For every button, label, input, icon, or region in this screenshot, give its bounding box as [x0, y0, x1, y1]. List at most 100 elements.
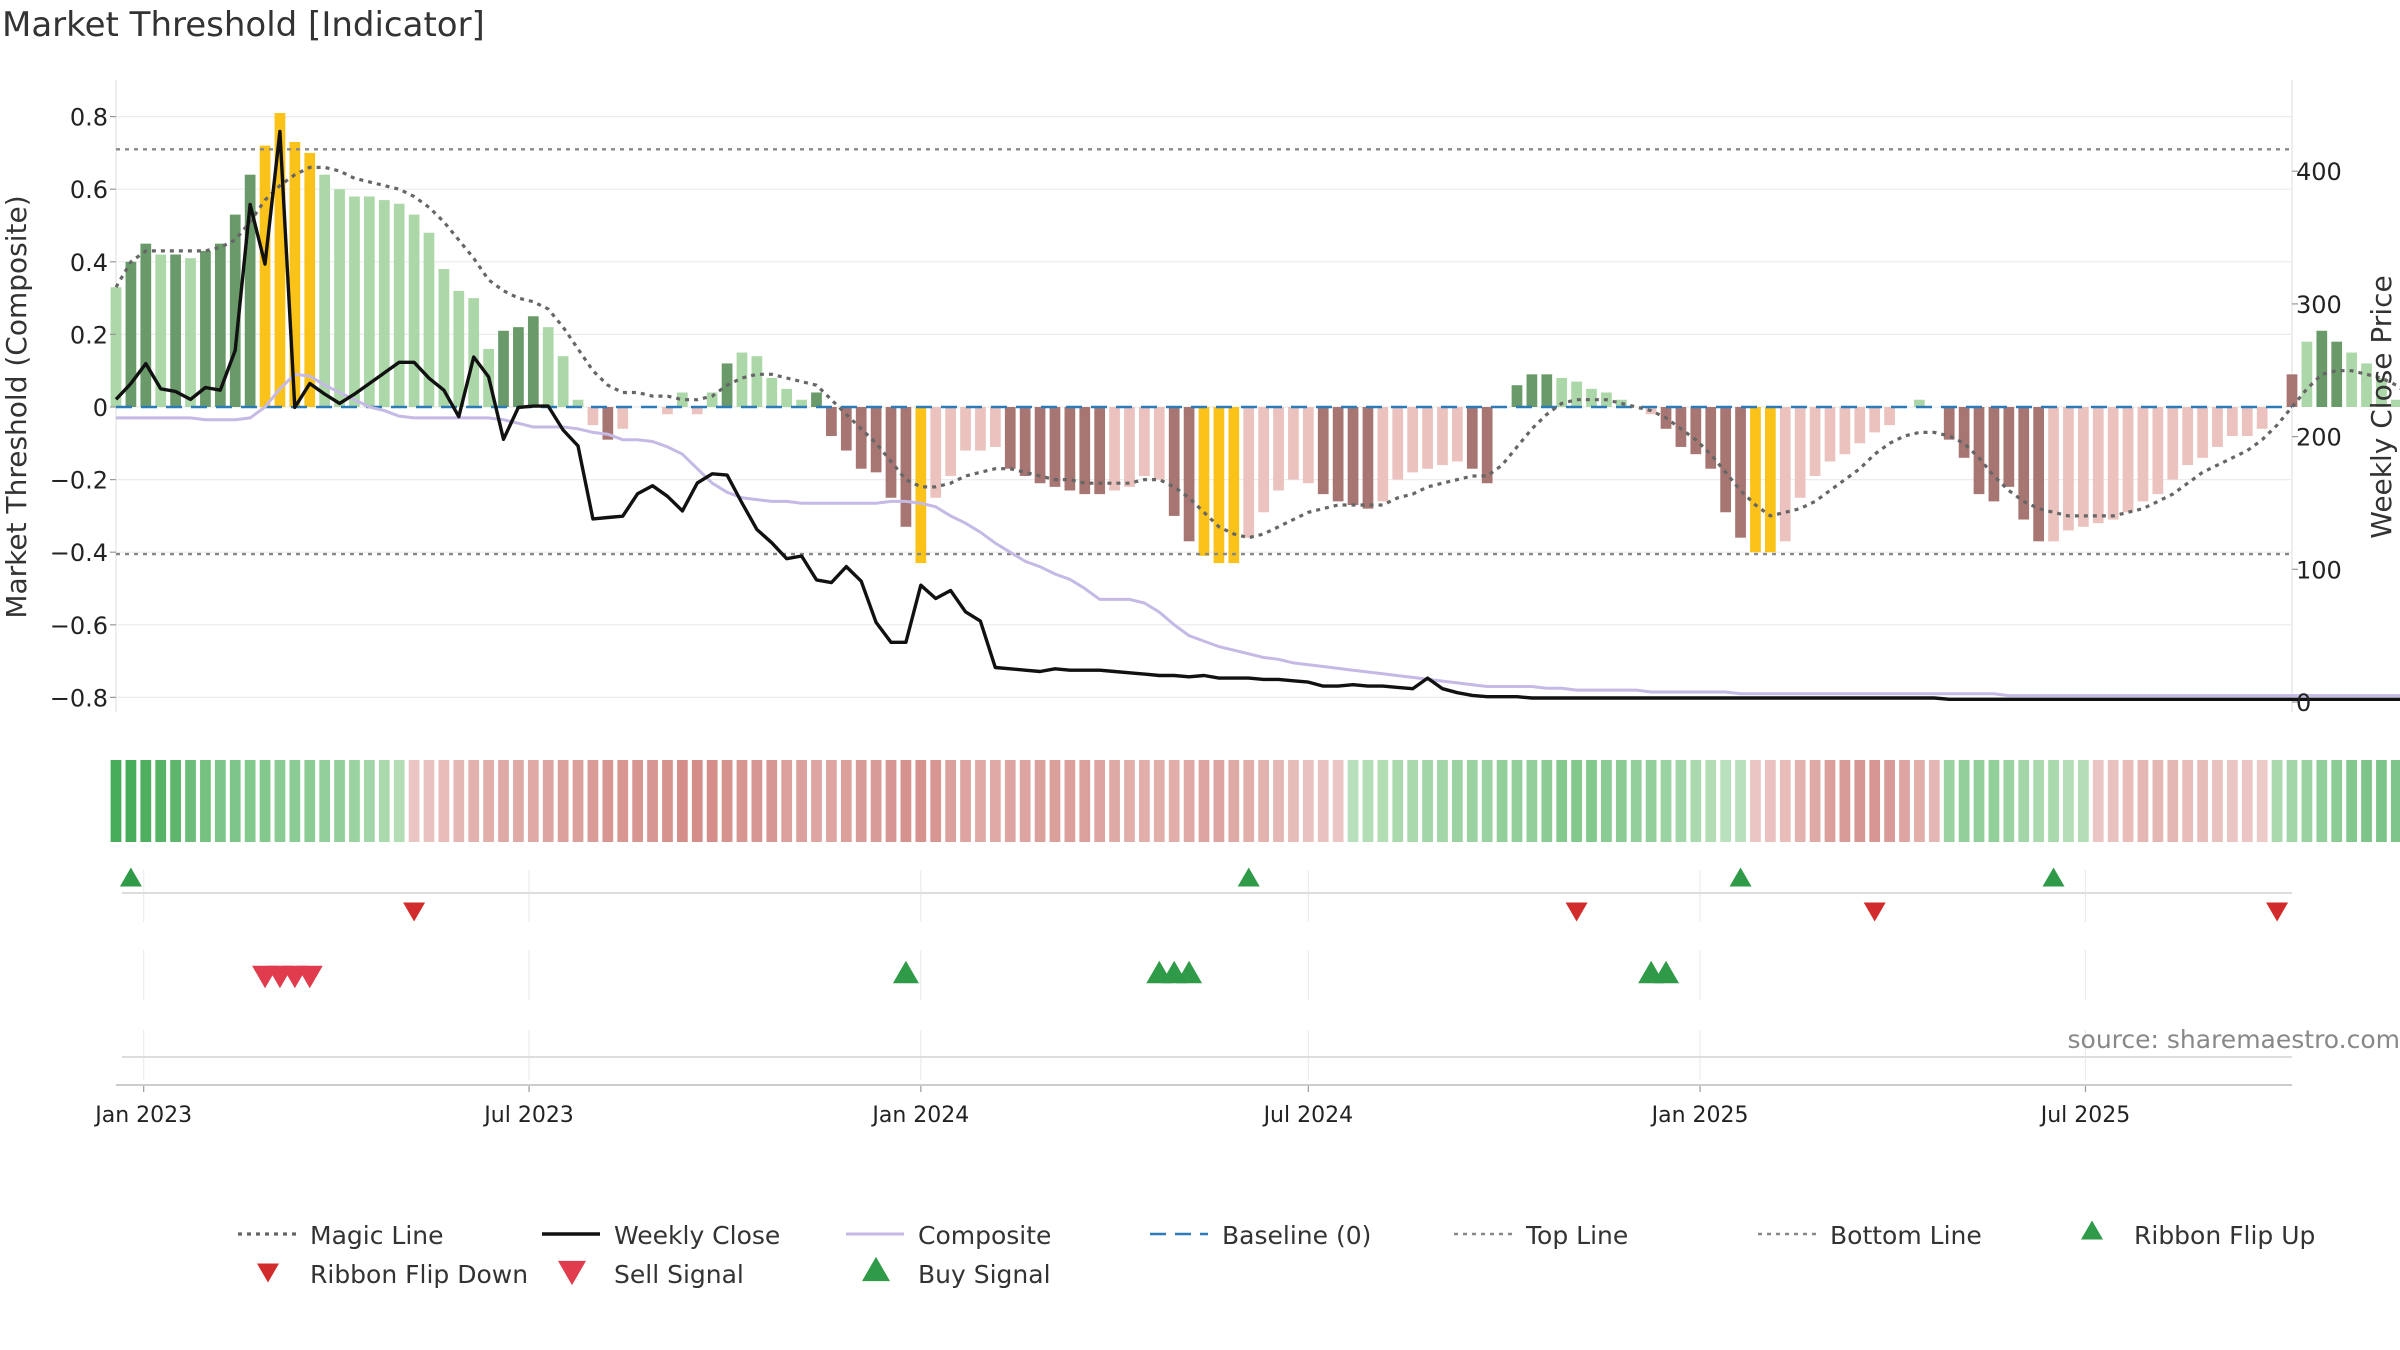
- threshold-bar: [2077, 407, 2089, 527]
- ribbon-cell: [1839, 760, 1851, 842]
- legend-label: Sell Signal: [614, 1260, 744, 1289]
- threshold-bar: [1988, 407, 2000, 502]
- ribbon-cell: [1779, 760, 1791, 842]
- ribbon-cell: [2271, 760, 2283, 842]
- x-tick-label: Jan 2025: [1650, 1103, 1749, 1128]
- threshold-bar: [2241, 407, 2253, 437]
- ribbon-flip-down-marker: [2266, 902, 2289, 922]
- threshold-bar: [1466, 407, 1478, 469]
- threshold-bar: [1392, 407, 1404, 480]
- legend-label: Magic Line: [310, 1221, 444, 1250]
- ribbon-cell: [1243, 760, 1255, 842]
- threshold-bar: [1258, 407, 1269, 513]
- legend-item: Bottom Line: [1758, 1221, 1982, 1250]
- threshold-bar: [1705, 407, 1717, 469]
- ribbon-cell: [125, 760, 137, 842]
- threshold-bar: [1332, 407, 1344, 502]
- ribbon-cell: [706, 760, 718, 842]
- y-left-tick-label: 0.4: [70, 249, 108, 277]
- threshold-bar: [1153, 407, 1165, 480]
- y-left-tick-label: −0.4: [50, 539, 108, 567]
- threshold-bar: [2152, 407, 2164, 495]
- legend-swatch: [2081, 1220, 2103, 1240]
- ribbon-cell: [975, 760, 986, 842]
- x-tick-label: Jan 2024: [870, 1103, 969, 1128]
- ribbon-cell: [364, 760, 375, 842]
- ribbon-cell: [2137, 760, 2149, 842]
- y-left-tick-label: −0.8: [50, 684, 108, 712]
- threshold-bar: [319, 174, 331, 407]
- ribbon-cell: [2286, 760, 2298, 842]
- ribbon-cell: [2241, 760, 2253, 842]
- threshold-bar: [2286, 374, 2298, 407]
- legend-item: Baseline (0): [1150, 1221, 1371, 1250]
- threshold-bar: [1884, 407, 1895, 426]
- ribbon-cell: [1139, 760, 1150, 842]
- threshold-bar: [259, 145, 271, 407]
- y-axis-right-label: Weekly Close Price: [2365, 275, 2398, 538]
- threshold-bar: [662, 407, 673, 415]
- threshold-bar: [1794, 407, 1806, 498]
- ribbon-cell: [1615, 760, 1627, 842]
- ribbon-cell: [1973, 760, 1985, 842]
- ribbon-cell: [2063, 760, 2074, 842]
- ribbon-cell: [930, 760, 942, 842]
- threshold-bar: [1735, 407, 1746, 538]
- ribbon-cell: [1645, 760, 1657, 842]
- ribbon-cell: [244, 760, 256, 842]
- ribbon-cell: [1004, 760, 1016, 842]
- ribbon-cell: [1288, 760, 1299, 842]
- ribbon-flip-down-marker: [1863, 902, 1886, 922]
- y-left-tick-label: 0: [93, 394, 108, 422]
- ribbon-cell: [1630, 760, 1642, 842]
- ribbon-cell: [1899, 760, 1910, 842]
- threshold-bar: [2003, 407, 2015, 487]
- threshold-bar: [1556, 377, 1568, 407]
- ribbon-cell: [1168, 760, 1180, 842]
- ribbon-cell: [766, 760, 778, 842]
- ribbon-cell: [796, 760, 807, 842]
- threshold-bar: [2390, 399, 2400, 407]
- ribbon-cell: [140, 760, 152, 842]
- grid-layer: [115, 80, 2293, 1080]
- ribbon-cell: [945, 760, 956, 842]
- threshold-bar: [2033, 407, 2044, 542]
- threshold-bar: [1839, 407, 1851, 455]
- threshold-bar: [1586, 388, 1597, 407]
- ribbon-cell: [751, 760, 763, 842]
- ribbon-cell: [1034, 760, 1046, 842]
- threshold-bar: [453, 290, 465, 407]
- ribbon-cell: [1675, 760, 1687, 842]
- ribbon-cell: [378, 760, 390, 842]
- threshold-bar: [1452, 407, 1463, 462]
- y-axis-left-label: Market Threshold (Composite): [0, 195, 33, 618]
- threshold-bar: [155, 254, 167, 407]
- threshold-bar: [2182, 407, 2194, 466]
- threshold-bar: [676, 392, 688, 407]
- ribbon-cell: [423, 760, 435, 842]
- ribbon-cell: [1094, 760, 1106, 842]
- source-note: source: sharemaestro.com: [2068, 1025, 2400, 1054]
- legend-item: Weekly Close: [542, 1221, 780, 1250]
- ribbon-cell: [1705, 760, 1717, 842]
- ribbon-cell: [1720, 760, 1732, 842]
- ribbon-cell: [1511, 760, 1523, 842]
- threshold-bar: [1228, 407, 1240, 564]
- legend-item: Composite: [846, 1221, 1051, 1250]
- legend-item: Magic Line: [238, 1221, 444, 1250]
- threshold-bar: [1377, 407, 1389, 502]
- ribbon-cell: [840, 760, 852, 842]
- ribbon-flip-down-marker: [403, 902, 426, 922]
- threshold-bar: [2376, 377, 2387, 407]
- ribbon-cell: [1228, 760, 1240, 842]
- threshold-bar: [617, 407, 629, 429]
- ribbon-cell: [1824, 760, 1836, 842]
- threshold-bar: [2048, 407, 2059, 542]
- ribbon-flip-down-marker: [1565, 902, 1588, 922]
- threshold-bar: [274, 112, 286, 407]
- ribbon-cell: [587, 760, 599, 842]
- threshold-bar: [2361, 363, 2372, 407]
- signals-layer: [116, 867, 2292, 1086]
- threshold-bar: [930, 407, 942, 498]
- threshold-bar: [1720, 407, 1732, 513]
